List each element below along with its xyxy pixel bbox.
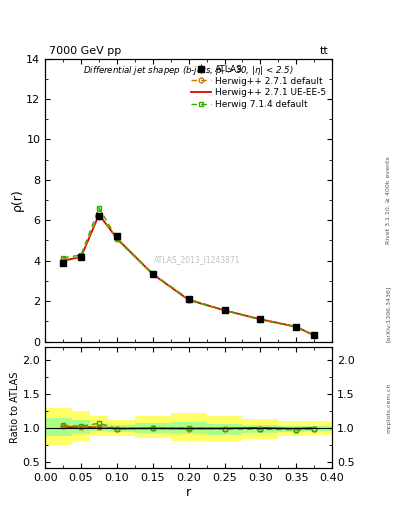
- Herwig 7.1.4 default: [151, 270, 155, 276]
- Herwig++ 2.7.1 UE-EE-5: [97, 211, 101, 218]
- Herwig++ 2.7.1 UE-EE-5: [258, 316, 263, 323]
- Text: Rivet 3.1.10, ≥ 400k events: Rivet 3.1.10, ≥ 400k events: [386, 156, 391, 244]
- Text: Differential jet shapep (b-jets, $p_T$$>$30, $|\eta|$ < 2.5): Differential jet shapep (b-jets, $p_T$$>…: [83, 65, 294, 77]
- Herwig++ 2.7.1 UE-EE-5: [222, 307, 227, 313]
- Herwig++ 2.7.1 default: [97, 210, 101, 216]
- Herwig++ 2.7.1 default: [222, 307, 227, 313]
- Line: Herwig 7.1.4 default: Herwig 7.1.4 default: [61, 205, 317, 338]
- Herwig 7.1.4 default: [97, 205, 101, 211]
- X-axis label: r: r: [186, 486, 191, 499]
- Herwig 7.1.4 default: [222, 307, 227, 313]
- Herwig++ 2.7.1 default: [186, 296, 191, 303]
- Line: Herwig++ 2.7.1 UE-EE-5: Herwig++ 2.7.1 UE-EE-5: [63, 215, 314, 335]
- Text: tt: tt: [320, 46, 328, 56]
- Herwig++ 2.7.1 default: [115, 237, 119, 243]
- Herwig++ 2.7.1 UE-EE-5: [115, 236, 119, 242]
- Y-axis label: Ratio to ATLAS: Ratio to ATLAS: [10, 372, 20, 443]
- Herwig++ 2.7.1 UE-EE-5: [151, 271, 155, 278]
- Herwig++ 2.7.1 default: [258, 316, 263, 323]
- Herwig++ 2.7.1 default: [61, 257, 66, 263]
- Line: Herwig++ 2.7.1 default: Herwig++ 2.7.1 default: [61, 211, 317, 338]
- Herwig 7.1.4 default: [115, 236, 119, 242]
- Herwig 7.1.4 default: [294, 324, 299, 330]
- Herwig++ 2.7.1 UE-EE-5: [79, 254, 83, 260]
- Text: mcplots.cern.ch: mcplots.cern.ch: [386, 382, 391, 433]
- Text: [arXiv:1306.3436]: [arXiv:1306.3436]: [386, 285, 391, 342]
- Y-axis label: ρ(r): ρ(r): [11, 189, 24, 211]
- Herwig++ 2.7.1 UE-EE-5: [294, 324, 299, 330]
- Legend: ATLAS, Herwig++ 2.7.1 default, Herwig++ 2.7.1 UE-EE-5, Herwig 7.1.4 default: ATLAS, Herwig++ 2.7.1 default, Herwig++ …: [189, 63, 328, 111]
- Herwig 7.1.4 default: [258, 316, 263, 323]
- Herwig++ 2.7.1 default: [151, 271, 155, 278]
- Text: ATLAS_2013_I1243871: ATLAS_2013_I1243871: [154, 255, 241, 264]
- Herwig++ 2.7.1 UE-EE-5: [312, 332, 316, 338]
- Herwig 7.1.4 default: [186, 296, 191, 302]
- Herwig 7.1.4 default: [79, 252, 83, 258]
- Herwig 7.1.4 default: [312, 332, 316, 338]
- Herwig++ 2.7.1 default: [312, 332, 316, 338]
- Text: 7000 GeV pp: 7000 GeV pp: [49, 46, 121, 56]
- Herwig 7.1.4 default: [61, 254, 66, 261]
- Herwig++ 2.7.1 UE-EE-5: [186, 297, 191, 303]
- Herwig++ 2.7.1 default: [79, 253, 83, 260]
- Herwig++ 2.7.1 UE-EE-5: [61, 258, 66, 264]
- Herwig++ 2.7.1 default: [294, 324, 299, 330]
